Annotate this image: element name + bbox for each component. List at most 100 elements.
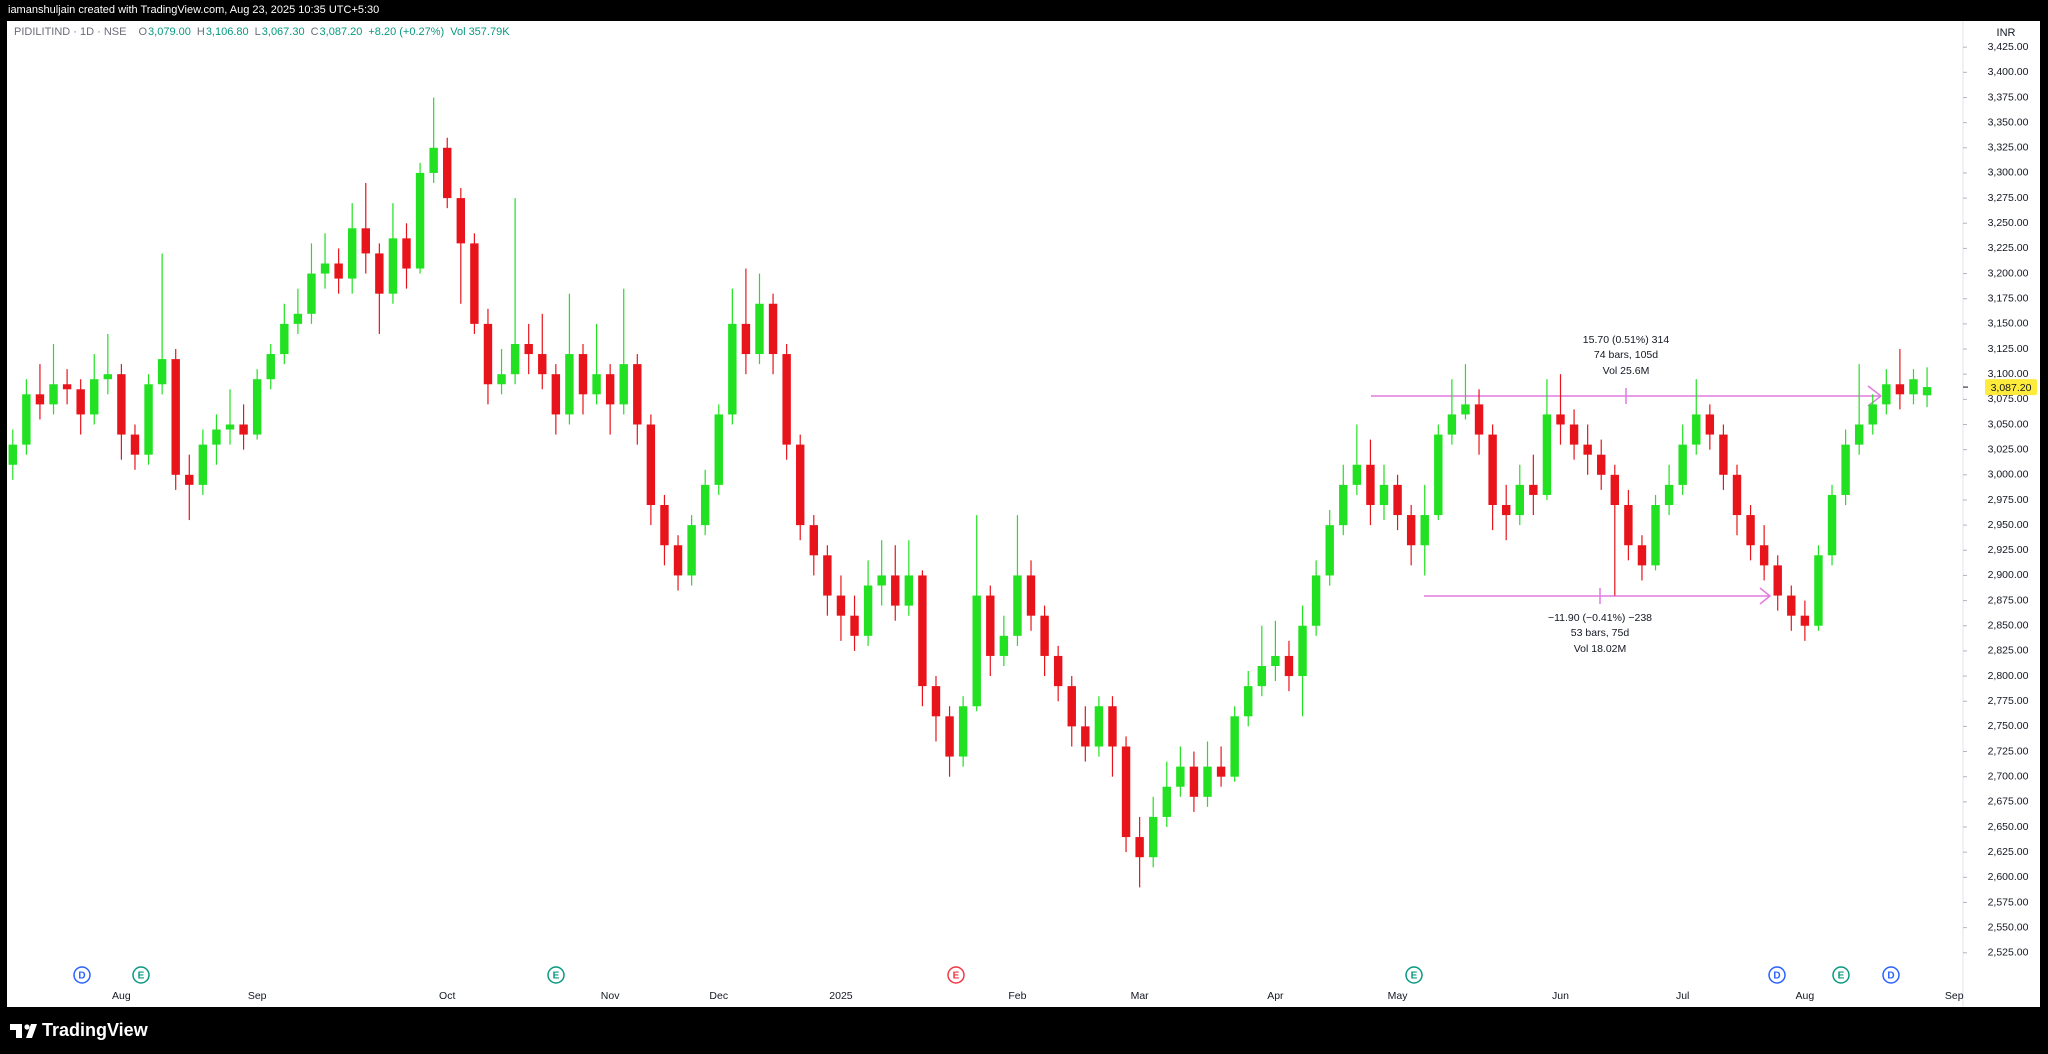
header-value: C — [311, 26, 319, 38]
candle-body — [1583, 444, 1592, 455]
candle-body — [198, 444, 208, 485]
measure-up-tool: 15.70 (0.51%) 314 74 bars, 105d Vol 25.6… — [1371, 334, 1883, 407]
candle-body — [1434, 434, 1443, 516]
candle-body — [1909, 379, 1918, 395]
y-tick-label: 2,700.00 — [1988, 770, 2029, 782]
candle-body — [524, 344, 533, 355]
candle-body — [1366, 464, 1375, 505]
y-tick-label: 3,025.00 — [1988, 443, 2029, 455]
candle-body — [1040, 615, 1049, 656]
x-tick-label: Jun — [1552, 990, 1569, 1002]
candle-body — [565, 354, 574, 415]
candle-body — [551, 374, 561, 415]
event-label: E — [1411, 971, 1418, 982]
y-tick-label: 2,950.00 — [1988, 519, 2029, 531]
candle-body — [62, 384, 72, 390]
events: D E E E E D E D — [73, 966, 1900, 984]
candle-body — [1216, 766, 1226, 777]
candle-body — [35, 394, 45, 405]
candle-body — [891, 575, 900, 606]
candle-body — [1542, 414, 1552, 495]
event-icon[interactable]: E — [132, 966, 150, 984]
event-icon[interactable]: E — [1405, 966, 1423, 984]
y-tick-label: 3,300.00 — [1988, 167, 2029, 179]
candle-body — [863, 585, 873, 636]
candle-body — [1026, 575, 1036, 616]
event-label: E — [1838, 971, 1845, 982]
x-tick-label: Nov — [601, 990, 620, 1002]
candle-body — [714, 414, 723, 485]
symbol: PIDILITIND · 1D · NSE — [14, 26, 126, 38]
candle-body — [1148, 816, 1158, 858]
candle-body — [809, 525, 819, 556]
candle-body — [1719, 434, 1728, 475]
y-tick-label: 2,925.00 — [1988, 544, 2029, 556]
candle-body — [1922, 387, 1932, 396]
candle-body — [1746, 515, 1755, 546]
candle-body — [850, 615, 859, 636]
candle-body — [1773, 565, 1782, 596]
y-tick-label: 3,275.00 — [1988, 192, 2029, 204]
candle-body — [415, 172, 425, 269]
y-tick-label: 2,750.00 — [1988, 720, 2029, 732]
event-icon[interactable]: D — [73, 966, 91, 984]
x-tick-label: Sep — [1945, 990, 1964, 1002]
measure-text: 53 bars, 75d — [1571, 627, 1630, 639]
candle-body — [212, 429, 221, 445]
candle-body — [782, 354, 791, 445]
event-icon[interactable]: E — [547, 966, 565, 984]
y-tick-label: 2,825.00 — [1988, 645, 2029, 657]
y-tick-label: 2,650.00 — [1988, 821, 2029, 833]
candle-body — [1352, 464, 1362, 485]
x-tick-label: Aug — [112, 990, 131, 1002]
candle-body — [1271, 655, 1280, 666]
candle-body — [1664, 484, 1674, 505]
candle-body — [592, 374, 601, 395]
candle-body — [157, 359, 167, 385]
candle-body — [1624, 505, 1633, 546]
candle-body — [1610, 474, 1620, 505]
event-label: D — [1773, 971, 1780, 982]
event-icon[interactable]: E — [1832, 966, 1850, 984]
event-icon[interactable]: D — [1768, 966, 1786, 984]
candle-body — [1556, 414, 1565, 425]
candle-body — [510, 344, 520, 375]
y-tick-label: 2,600.00 — [1988, 871, 2029, 883]
x-tick-label: May — [1388, 990, 1409, 1002]
candle-body — [1529, 484, 1538, 495]
y-tick-label: 3,350.00 — [1988, 116, 2029, 128]
candle-body — [904, 575, 914, 606]
header-value: 3,087.20 — [320, 26, 363, 38]
candle-body — [1257, 666, 1267, 687]
y-tick-label: 3,250.00 — [1988, 217, 2029, 229]
candle-body — [1189, 766, 1199, 797]
candle-body — [1176, 766, 1185, 787]
candle-body — [497, 374, 506, 385]
x-tick-label: Jul — [1676, 990, 1689, 1002]
candle-body — [1732, 474, 1742, 516]
candle-body — [1284, 655, 1294, 677]
candle-body — [347, 228, 357, 279]
event-icon[interactable]: E — [947, 966, 965, 984]
y-tick-label: 2,625.00 — [1988, 846, 2029, 858]
candle-body — [266, 354, 275, 380]
candle-body — [958, 706, 968, 757]
y-tick-label: 3,000.00 — [1988, 469, 2029, 481]
header-value: 3,079.00 — [148, 26, 191, 38]
candle-body — [755, 303, 764, 355]
candle-body — [1705, 414, 1715, 435]
event-icon[interactable]: D — [1882, 966, 1900, 984]
candle-body — [823, 555, 832, 596]
chart-area — [7, 21, 2040, 1007]
y-tick-label: 3,425.00 — [1988, 41, 2029, 53]
y-tick-label: 3,175.00 — [1988, 293, 2029, 305]
header-value: H — [197, 26, 205, 38]
brand-logo[interactable]: TradingView — [10, 1020, 149, 1040]
logo-mark — [26, 1024, 37, 1038]
candle-body — [1868, 404, 1877, 425]
candle-body — [429, 147, 438, 173]
candle-body — [986, 595, 995, 656]
x-tick-label: 2025 — [829, 990, 853, 1002]
last-price-box — [1985, 379, 2037, 396]
y-tick-label: 2,675.00 — [1988, 796, 2029, 808]
